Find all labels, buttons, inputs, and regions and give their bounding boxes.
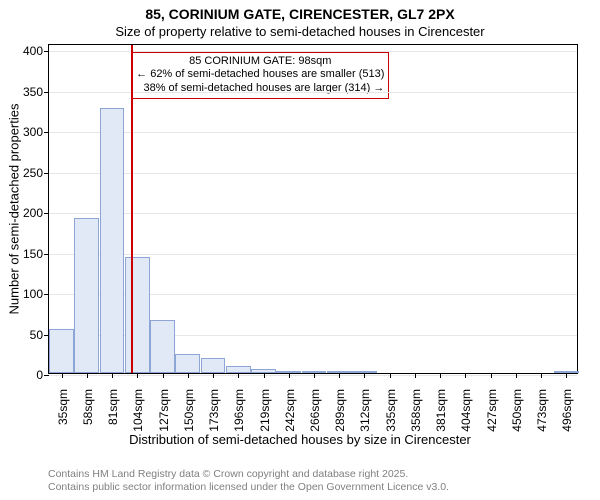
x-tick — [137, 373, 138, 378]
histogram-bar — [125, 257, 150, 373]
x-tick — [541, 373, 542, 378]
x-tick-label: 150sqm — [180, 389, 196, 432]
x-tick-label: 104sqm — [129, 389, 145, 432]
x-tick — [566, 373, 567, 378]
x-tick-label: 358sqm — [407, 389, 423, 432]
plot-area: 85 CORINIUM GATE: 98sqm ← 62% of semi-de… — [48, 44, 578, 374]
x-tick-label: 427sqm — [483, 389, 499, 432]
x-axis-label: Distribution of semi-detached houses by … — [0, 432, 600, 447]
annotation-line-1: 85 CORINIUM GATE: 98sqm — [136, 55, 384, 69]
grid-line — [49, 92, 577, 93]
grid-line — [49, 375, 577, 376]
x-tick — [238, 373, 239, 378]
y-tick-label: 300 — [23, 125, 49, 139]
y-tick-label: 50 — [30, 328, 49, 342]
x-tick-label: 496sqm — [558, 389, 574, 432]
x-tick — [213, 373, 214, 378]
footer-line-1: Contains HM Land Registry data © Crown c… — [48, 468, 590, 481]
x-tick — [465, 373, 466, 378]
chart-title: 85, CORINIUM GATE, CIRENCESTER, GL7 2PX — [0, 6, 600, 22]
grid-line — [49, 213, 577, 214]
grid-line — [49, 254, 577, 255]
x-tick-label: 266sqm — [306, 389, 322, 432]
x-tick-label: 81sqm — [104, 389, 120, 425]
x-tick-label: 219sqm — [256, 389, 272, 432]
x-tick-label: 127sqm — [155, 389, 171, 432]
histogram-bar — [74, 218, 99, 373]
histogram-chart: 85, CORINIUM GATE, CIRENCESTER, GL7 2PX … — [0, 0, 600, 500]
x-tick — [491, 373, 492, 378]
x-tick-label: 473sqm — [533, 389, 549, 432]
x-tick — [289, 373, 290, 378]
reference-line — [131, 45, 133, 373]
annotation-line-2: ← 62% of semi-detached houses are smalle… — [136, 68, 384, 82]
x-tick-label: 58sqm — [79, 389, 95, 425]
x-tick-label: 35sqm — [54, 389, 70, 425]
x-tick-label: 242sqm — [281, 389, 297, 432]
x-tick — [390, 373, 391, 378]
y-tick-label: 350 — [23, 85, 49, 99]
x-tick — [87, 373, 88, 378]
chart-subtitle: Size of property relative to semi-detach… — [0, 24, 600, 39]
x-tick — [440, 373, 441, 378]
grid-line — [49, 51, 577, 52]
x-tick — [516, 373, 517, 378]
x-tick — [415, 373, 416, 378]
x-tick-label: 289sqm — [331, 389, 347, 432]
histogram-bar — [201, 358, 226, 373]
histogram-bar — [226, 366, 251, 373]
y-tick-label: 100 — [23, 287, 49, 301]
footer-attribution: Contains HM Land Registry data © Crown c… — [48, 468, 590, 494]
y-tick-label: 400 — [23, 44, 49, 58]
y-tick-label: 0 — [36, 368, 49, 382]
footer-line-2: Contains public sector information licen… — [48, 481, 590, 494]
x-tick-label: 312sqm — [356, 389, 372, 432]
x-tick — [163, 373, 164, 378]
x-tick — [364, 373, 365, 378]
x-tick-label: 335sqm — [382, 389, 398, 432]
x-tick-label: 450sqm — [508, 389, 524, 432]
histogram-bar — [49, 329, 74, 373]
histogram-bar — [100, 108, 125, 373]
y-tick-label: 200 — [23, 206, 49, 220]
annotation-line-3: 38% of semi-detached houses are larger (… — [136, 82, 384, 96]
grid-line — [49, 173, 577, 174]
x-tick — [112, 373, 113, 378]
y-tick-label: 250 — [23, 166, 49, 180]
x-tick — [339, 373, 340, 378]
y-tick-label: 150 — [23, 247, 49, 261]
histogram-bar — [175, 354, 200, 373]
x-tick — [314, 373, 315, 378]
x-tick-label: 404sqm — [457, 389, 473, 432]
histogram-bar — [150, 320, 175, 373]
x-tick-label: 381sqm — [432, 389, 448, 432]
y-axis-label: Number of semi-detached properties — [7, 104, 22, 315]
x-tick-label: 173sqm — [205, 389, 221, 432]
x-tick — [188, 373, 189, 378]
x-tick-label: 196sqm — [230, 389, 246, 432]
x-tick — [62, 373, 63, 378]
x-tick — [264, 373, 265, 378]
grid-line — [49, 132, 577, 133]
